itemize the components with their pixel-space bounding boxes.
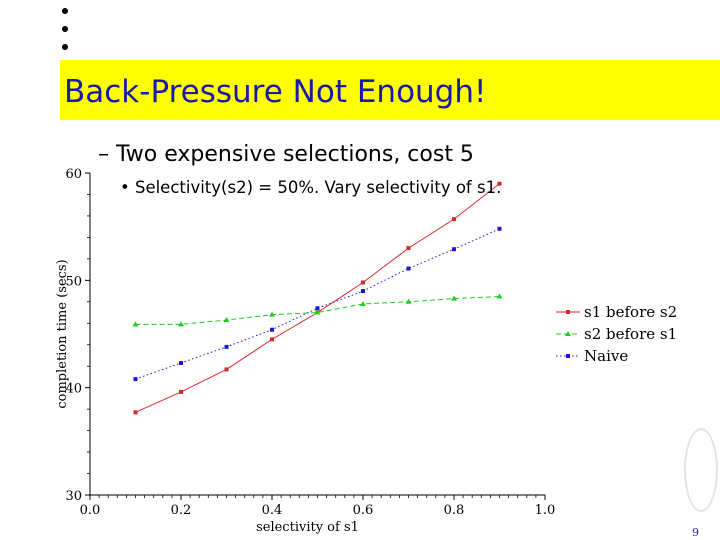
legend-label-0: s1 before s2 bbox=[584, 303, 677, 321]
x-tick-label: 0.6 bbox=[353, 503, 374, 518]
x-axis-label: selectivity of s1 bbox=[256, 520, 359, 535]
x-tick-label: 1.0 bbox=[535, 503, 556, 518]
x-tick-label: 0.8 bbox=[444, 503, 465, 518]
data-point-2-8 bbox=[497, 226, 502, 231]
legend-label-2: Naive bbox=[584, 347, 628, 365]
bullet-two-selections: – Two expensive selections, cost 5 bbox=[98, 142, 474, 167]
data-point-2-4 bbox=[315, 306, 320, 311]
data-point-2-0 bbox=[133, 377, 138, 382]
data-point-0-0 bbox=[133, 410, 138, 415]
data-point-1-5 bbox=[360, 300, 366, 306]
legend-marker-1 bbox=[565, 331, 571, 336]
data-point-1-7 bbox=[451, 295, 457, 301]
dot bbox=[62, 26, 68, 32]
y-tick-label: 50 bbox=[65, 274, 82, 289]
page-number: 9 bbox=[692, 526, 699, 539]
series-line-1 bbox=[135, 295, 500, 325]
data-point-2-1 bbox=[179, 360, 183, 365]
data-point-0-8 bbox=[497, 181, 502, 186]
data-point-1-8 bbox=[496, 293, 503, 299]
data-point-1-0 bbox=[132, 321, 139, 327]
data-point-0-7 bbox=[452, 217, 456, 222]
series-line-0 bbox=[135, 183, 500, 413]
y-tick-label: 40 bbox=[65, 382, 82, 397]
legend-marker-0 bbox=[566, 310, 570, 314]
series-line-2 bbox=[135, 228, 500, 380]
data-point-2-3 bbox=[270, 327, 274, 332]
y-axis-label: completion time (secs) bbox=[55, 259, 70, 408]
decorative-logo-icon bbox=[684, 428, 718, 512]
title-bar: Back-Pressure Not Enough! bbox=[60, 60, 720, 120]
data-point-1-4 bbox=[314, 309, 321, 315]
data-point-0-6 bbox=[406, 246, 411, 251]
bullet-dots bbox=[60, 4, 70, 54]
y-tick-label: 60 bbox=[65, 167, 82, 182]
x-tick-label: 0.4 bbox=[262, 503, 283, 518]
data-point-1-1 bbox=[178, 321, 184, 327]
data-point-2-5 bbox=[361, 289, 365, 294]
data-point-0-3 bbox=[270, 337, 274, 342]
bullet-selectivity: • Selectivity(s2) = 50%. Vary selectivit… bbox=[120, 178, 502, 197]
x-tick-label: 0.0 bbox=[80, 503, 101, 518]
dot bbox=[62, 8, 68, 14]
data-point-1-3 bbox=[269, 311, 275, 317]
slide-title: Back-Pressure Not Enough! bbox=[64, 74, 487, 110]
data-point-1-2 bbox=[223, 317, 230, 323]
data-point-2-6 bbox=[406, 266, 411, 271]
data-point-0-1 bbox=[179, 389, 183, 394]
dot bbox=[62, 44, 68, 50]
legend-marker-2 bbox=[566, 354, 570, 358]
data-point-0-5 bbox=[361, 280, 365, 285]
data-point-0-2 bbox=[224, 367, 229, 372]
y-tick-label: 30 bbox=[65, 489, 82, 504]
x-tick-label: 0.2 bbox=[171, 503, 192, 518]
data-point-2-7 bbox=[452, 247, 456, 252]
legend-label-1: s2 before s1 bbox=[584, 325, 677, 343]
data-point-1-6 bbox=[405, 298, 412, 304]
data-point-2-2 bbox=[224, 344, 229, 349]
